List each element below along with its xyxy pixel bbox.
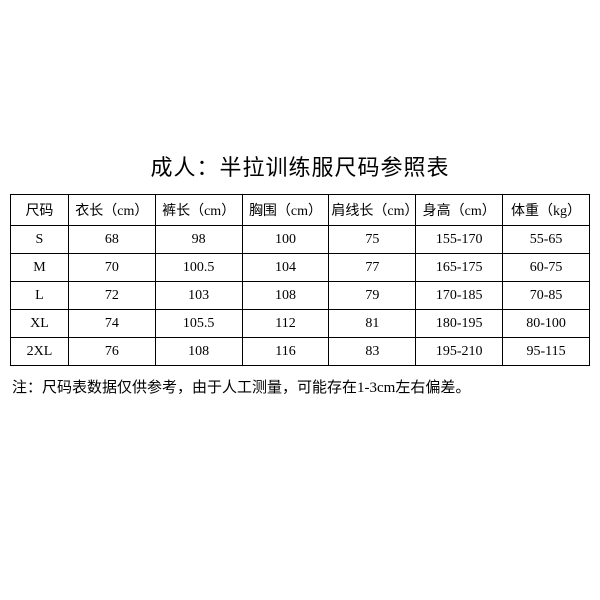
table-row: XL 74 105.5 112 81 180-195 80-100 [11, 310, 590, 338]
cell-value: 103 [155, 282, 242, 310]
cell-value: 116 [242, 338, 329, 366]
cell-value: 100.5 [155, 254, 242, 282]
cell-value: 79 [329, 282, 416, 310]
cell-value: 77 [329, 254, 416, 282]
cell-value: 155-170 [416, 226, 503, 254]
cell-value: 75 [329, 226, 416, 254]
footnote-text: 注：尺码表数据仅供参考，由于人工测量，可能存在1-3cm左右偏差。 [10, 376, 590, 397]
cell-value: 112 [242, 310, 329, 338]
cell-size: L [11, 282, 69, 310]
cell-value: 98 [155, 226, 242, 254]
cell-size: S [11, 226, 69, 254]
cell-value: 74 [68, 310, 155, 338]
cell-size: 2XL [11, 338, 69, 366]
cell-value: 70 [68, 254, 155, 282]
cell-value: 108 [242, 282, 329, 310]
table-body: S 68 98 100 75 155-170 55-65 M 70 100.5 … [11, 226, 590, 366]
cell-value: 165-175 [416, 254, 503, 282]
cell-value: 105.5 [155, 310, 242, 338]
table-row: L 72 103 108 79 170-185 70-85 [11, 282, 590, 310]
size-chart-container: 成人：半拉训练服尺码参照表 尺码 衣长（cm） 裤长（cm） 胸围（cm） 肩线… [10, 150, 590, 397]
cell-value: 70-85 [503, 282, 590, 310]
cell-value: 60-75 [503, 254, 590, 282]
cell-size: XL [11, 310, 69, 338]
table-row: S 68 98 100 75 155-170 55-65 [11, 226, 590, 254]
cell-value: 55-65 [503, 226, 590, 254]
header-weight: 体重（kg） [503, 195, 590, 226]
cell-value: 100 [242, 226, 329, 254]
cell-value: 80-100 [503, 310, 590, 338]
table-header-row: 尺码 衣长（cm） 裤长（cm） 胸围（cm） 肩线长（cm） 身高（cm） 体… [11, 195, 590, 226]
cell-size: M [11, 254, 69, 282]
cell-value: 68 [68, 226, 155, 254]
header-pants: 裤长（cm） [155, 195, 242, 226]
chart-title: 成人：半拉训练服尺码参照表 [10, 150, 590, 182]
table-row: M 70 100.5 104 77 165-175 60-75 [11, 254, 590, 282]
header-shoulder: 肩线长（cm） [329, 195, 416, 226]
cell-value: 81 [329, 310, 416, 338]
cell-value: 83 [329, 338, 416, 366]
header-height: 身高（cm） [416, 195, 503, 226]
cell-value: 95-115 [503, 338, 590, 366]
cell-value: 108 [155, 338, 242, 366]
header-chest: 胸围（cm） [242, 195, 329, 226]
header-size: 尺码 [11, 195, 69, 226]
size-table: 尺码 衣长（cm） 裤长（cm） 胸围（cm） 肩线长（cm） 身高（cm） 体… [10, 194, 590, 366]
table-row: 2XL 76 108 116 83 195-210 95-115 [11, 338, 590, 366]
cell-value: 195-210 [416, 338, 503, 366]
cell-value: 170-185 [416, 282, 503, 310]
cell-value: 104 [242, 254, 329, 282]
cell-value: 180-195 [416, 310, 503, 338]
cell-value: 76 [68, 338, 155, 366]
cell-value: 72 [68, 282, 155, 310]
header-length: 衣长（cm） [68, 195, 155, 226]
